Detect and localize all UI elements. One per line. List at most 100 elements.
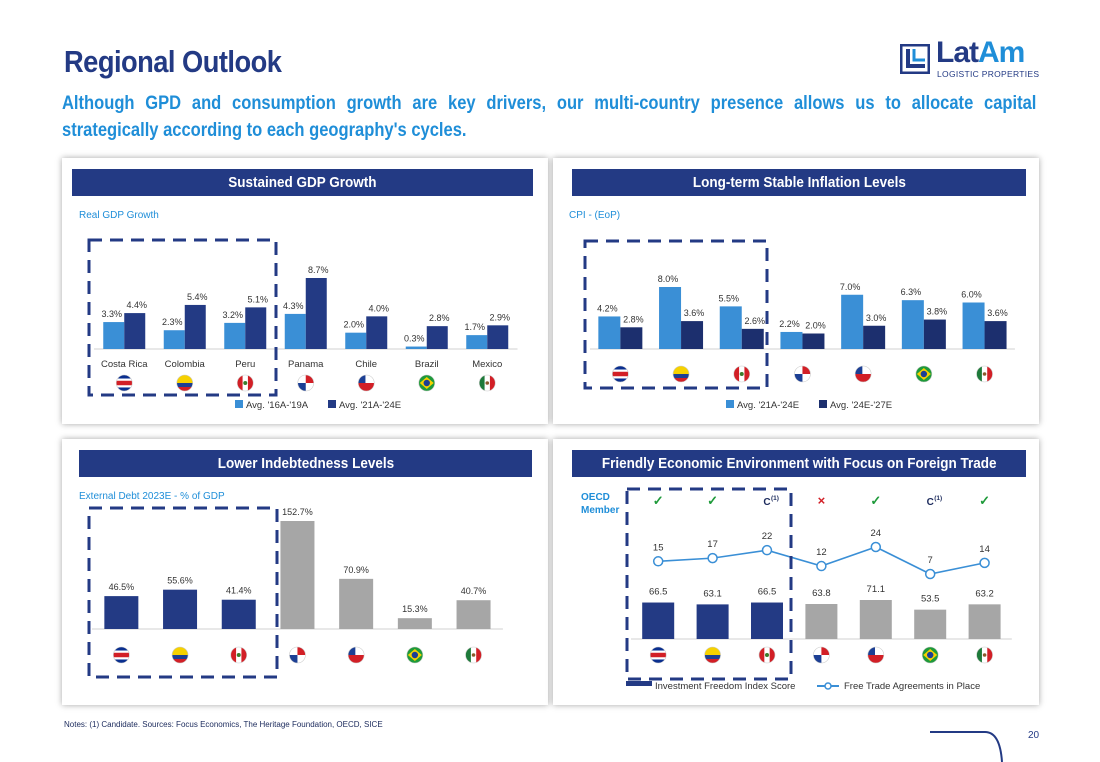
brazil-flag-icon — [915, 365, 933, 383]
costa-rica-flag-icon — [649, 646, 667, 664]
data-label: 66.5 — [758, 587, 777, 598]
highlight-dashed-box — [87, 506, 279, 679]
logo-name: LatAm — [936, 36, 1025, 69]
legend-swatch — [726, 400, 734, 408]
x-tick-label: Peru — [235, 359, 255, 370]
footnote: Notes: (1) Candidate. Sources: Focus Eco… — [64, 720, 383, 729]
chile-flag-icon — [347, 646, 365, 664]
data-label: 8.0% — [658, 274, 679, 284]
x-tick-label: Costa Rica — [101, 359, 148, 370]
debt-panel: Lower Indebtedness Levels External Debt … — [62, 439, 548, 705]
bar — [284, 313, 306, 349]
trade-panel: Friendly Economic Environment with Focus… — [553, 439, 1039, 705]
x-tick-label: Panama — [288, 359, 324, 370]
legend-label: Avg. '24E-'27E — [830, 400, 892, 411]
data-label: 41.4% — [226, 586, 252, 596]
bar — [104, 596, 139, 629]
trade-chart: 66.5✓63.1✓66.5C (1)63.8×71.1✓53.5C (1)63.2… — [625, 487, 1012, 692]
highlight-dashed-box — [87, 238, 278, 397]
oecd-footnote-mark: (1) — [771, 495, 779, 502]
mexico-flag-icon — [976, 646, 993, 664]
bar — [962, 302, 985, 349]
data-label: 6.3% — [901, 287, 922, 297]
legend-label: Avg. '21A-'24E — [339, 400, 401, 411]
mexico-flag-icon — [478, 374, 496, 392]
legend-swatch — [328, 400, 336, 408]
costa-rica-flag-icon — [612, 365, 629, 383]
data-label: 3.8% — [927, 307, 948, 317]
data-label: 8.7% — [308, 265, 329, 275]
peru-flag-icon — [758, 646, 776, 664]
data-label: 63.2 — [975, 588, 994, 599]
peru-flag-icon — [236, 374, 254, 392]
legend-swatch — [819, 400, 827, 408]
bar — [345, 332, 367, 349]
line-marker — [870, 541, 882, 553]
oecd-status-mark: ✓ — [653, 493, 664, 508]
bar — [802, 333, 825, 349]
data-label: 63.1 — [703, 588, 722, 599]
debt-chart: 46.5% 55.6% 41.4% 152.7% 70.9% 15.3% 40.7% — [87, 506, 503, 679]
line-data-label: 24 — [871, 528, 882, 539]
data-label: 2.0% — [805, 321, 826, 331]
brazil-flag-icon — [418, 374, 436, 392]
gdp-chart: 3.3% 4.4% Costa Rica 2.3% 5.4% Colombia 3.2% 5.… — [87, 238, 518, 411]
line-data-label: 7 — [928, 555, 933, 566]
chile-flag-icon — [357, 374, 375, 392]
bar — [741, 328, 764, 349]
line-marker — [707, 552, 718, 564]
bar — [456, 600, 491, 629]
bar — [397, 618, 432, 629]
legend-marker — [824, 682, 832, 690]
data-label: 0.3% — [404, 334, 425, 344]
data-label: 3.0% — [866, 313, 887, 323]
bar — [184, 304, 206, 349]
bar — [751, 602, 783, 639]
colombia-flag-icon — [672, 365, 690, 383]
colombia-flag-icon — [176, 374, 194, 392]
bar — [163, 589, 198, 629]
panama-flag-icon — [794, 365, 811, 383]
bar — [305, 278, 327, 349]
bar — [221, 599, 256, 629]
bar — [984, 321, 1007, 349]
data-label: 2.0% — [343, 320, 364, 330]
x-tick-label: Chile — [355, 359, 377, 370]
highlight-dashed-box — [583, 239, 769, 390]
bar — [405, 346, 427, 349]
legend-swatch — [235, 400, 243, 408]
costa-rica-flag-icon — [115, 374, 133, 392]
logo-tagline: LOGISTIC PROPERTIES — [937, 69, 1040, 79]
trade-panel-header: Friendly Economic Environment with Focus… — [572, 450, 1026, 477]
oecd-status-mark: ✓ — [979, 493, 990, 508]
panama-flag-icon — [297, 374, 315, 392]
data-label: 2.9% — [489, 312, 510, 322]
bar — [280, 521, 315, 629]
data-label: 5.5% — [718, 293, 739, 303]
cpi-panel-header: Long-term Stable Inflation Levels — [572, 169, 1026, 196]
data-label: 53.5 — [921, 594, 940, 605]
legend-swatch — [626, 681, 652, 686]
bar — [103, 322, 125, 349]
bar — [426, 326, 448, 349]
data-label: 46.5% — [109, 582, 135, 592]
oecd-status-mark: C — [927, 497, 934, 508]
debt-panel-header: Lower Indebtedness Levels — [79, 450, 532, 477]
bar — [696, 604, 729, 639]
data-label: 15.3% — [402, 604, 428, 614]
panama-flag-icon — [813, 646, 830, 664]
data-label: 6.0% — [961, 290, 982, 300]
peru-flag-icon — [230, 646, 248, 664]
line-data-label: 12 — [816, 547, 827, 558]
bar — [859, 600, 892, 639]
bar — [914, 609, 947, 639]
bar — [659, 287, 682, 349]
line-marker — [761, 544, 773, 556]
gdp-panel-header: Sustained GDP Growth — [72, 169, 533, 196]
data-label: 7.0% — [840, 282, 861, 292]
bar — [780, 331, 803, 349]
data-label: 63.8 — [812, 588, 831, 599]
legend-label: Avg. '21A-'24E — [737, 400, 799, 411]
page-number: 20 — [1028, 730, 1040, 741]
data-label: 4.3% — [283, 301, 304, 311]
